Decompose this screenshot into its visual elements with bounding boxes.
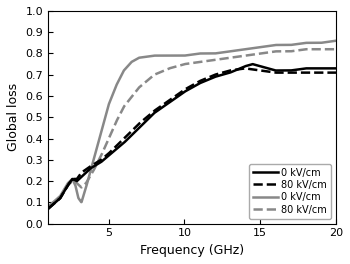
0 kV/cm bbox=[244, 48, 248, 51]
80 kV/cm bbox=[276, 71, 280, 74]
80 kV/cm bbox=[173, 95, 177, 98]
0 kV/cm bbox=[162, 54, 167, 57]
0 kV/cm bbox=[46, 205, 50, 208]
0 kV/cm bbox=[75, 193, 79, 196]
80 kV/cm bbox=[244, 54, 248, 57]
80 kV/cm bbox=[243, 67, 247, 70]
0 kV/cm bbox=[334, 67, 338, 70]
0 kV/cm bbox=[244, 64, 248, 68]
0 kV/cm bbox=[271, 68, 275, 71]
80 kV/cm bbox=[75, 182, 79, 185]
0 kV/cm bbox=[162, 104, 167, 107]
0 kV/cm bbox=[173, 97, 177, 100]
0 kV/cm bbox=[75, 179, 79, 182]
80 kV/cm bbox=[334, 48, 338, 51]
Line: 0 kV/cm: 0 kV/cm bbox=[48, 64, 336, 209]
X-axis label: Frequency (GHz): Frequency (GHz) bbox=[140, 244, 244, 257]
80 kV/cm bbox=[271, 71, 275, 74]
0 kV/cm bbox=[251, 63, 255, 66]
Line: 80 kV/cm: 80 kV/cm bbox=[48, 68, 336, 209]
Y-axis label: Global loss: Global loss bbox=[7, 83, 20, 151]
80 kV/cm bbox=[46, 207, 50, 210]
0 kV/cm bbox=[276, 43, 280, 46]
80 kV/cm bbox=[244, 67, 248, 70]
Line: 80 kV/cm: 80 kV/cm bbox=[48, 49, 336, 209]
0 kV/cm bbox=[276, 69, 280, 72]
0 kV/cm bbox=[334, 39, 338, 42]
80 kV/cm bbox=[334, 71, 338, 74]
80 kV/cm bbox=[162, 102, 167, 105]
Line: 0 kV/cm: 0 kV/cm bbox=[48, 41, 336, 207]
80 kV/cm bbox=[304, 48, 308, 51]
80 kV/cm bbox=[173, 65, 177, 68]
0 kV/cm bbox=[173, 54, 177, 57]
80 kV/cm bbox=[46, 207, 50, 210]
80 kV/cm bbox=[271, 50, 275, 53]
80 kV/cm bbox=[276, 50, 280, 53]
80 kV/cm bbox=[75, 177, 79, 180]
0 kV/cm bbox=[271, 44, 275, 47]
0 kV/cm bbox=[46, 207, 50, 210]
Legend: 0 kV/cm, 80 kV/cm, 0 kV/cm, 80 kV/cm: 0 kV/cm, 80 kV/cm, 0 kV/cm, 80 kV/cm bbox=[250, 164, 331, 219]
80 kV/cm bbox=[162, 69, 167, 72]
